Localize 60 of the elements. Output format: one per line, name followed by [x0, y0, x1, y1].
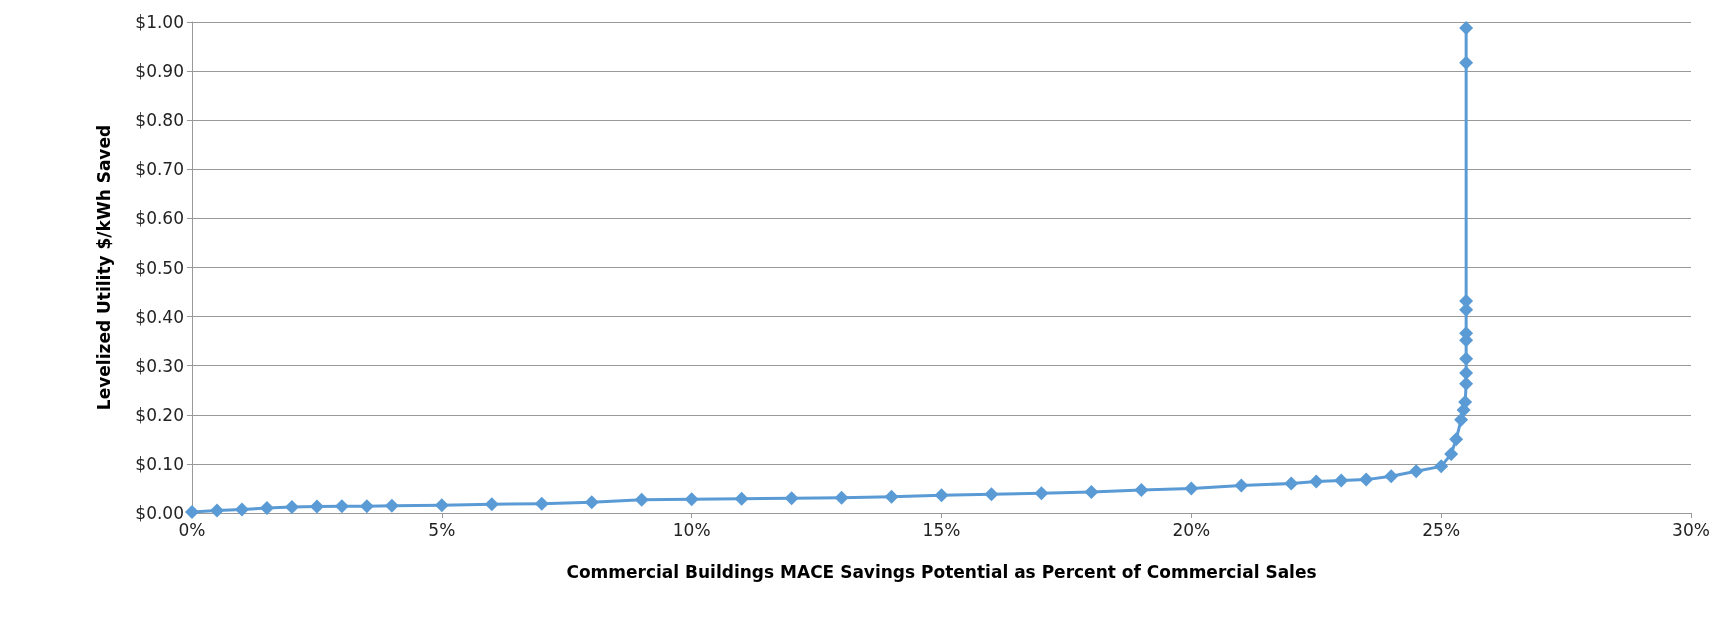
y-tick-label: $0.50 [135, 257, 184, 278]
point [884, 489, 899, 504]
y-tick-label: $0.90 [135, 61, 184, 82]
point [284, 500, 299, 515]
point [784, 491, 799, 506]
y-tick-label: $0.20 [135, 404, 184, 425]
y-axis-title: Levelized Utility $/kWh Saved [93, 124, 114, 411]
point [1384, 469, 1399, 484]
y-tick-label: $1.00 [135, 12, 184, 32]
point [484, 497, 499, 512]
point [584, 495, 599, 510]
x-tick-label: 30% [1672, 519, 1710, 540]
point [834, 490, 849, 505]
point [1454, 412, 1469, 427]
point [1184, 481, 1199, 496]
point [1459, 351, 1474, 366]
point [1459, 55, 1474, 70]
point [1434, 459, 1449, 474]
point [1459, 293, 1474, 308]
point [384, 498, 399, 513]
point [359, 499, 374, 514]
x-tick-label: 10% [672, 519, 711, 540]
point [734, 491, 749, 506]
point [684, 492, 699, 507]
point [1409, 464, 1424, 479]
x-tick-label: 5% [428, 519, 456, 540]
point [1084, 484, 1099, 499]
x-tick-label: 20% [1172, 519, 1211, 540]
point [1359, 472, 1374, 487]
point [1444, 447, 1459, 462]
point [1459, 376, 1474, 391]
point [1284, 476, 1299, 491]
point [1334, 473, 1349, 488]
point [185, 505, 199, 520]
point [1459, 20, 1474, 35]
point [1309, 474, 1324, 489]
point [309, 499, 324, 514]
point [534, 496, 549, 511]
point [334, 499, 349, 514]
point [234, 502, 249, 517]
y-tick-label: $0.80 [135, 110, 184, 131]
point [259, 501, 274, 516]
x-tick-label: 25% [1422, 519, 1461, 540]
point [984, 487, 999, 502]
y-tick-label: $0.40 [135, 306, 184, 327]
x-tick-label: 15% [922, 519, 961, 540]
point [1459, 366, 1474, 381]
point [1234, 478, 1249, 493]
point [434, 498, 449, 513]
point [1034, 486, 1049, 501]
point [634, 492, 649, 507]
point [1134, 482, 1149, 497]
point [934, 488, 949, 503]
y-tick-label: $0.30 [135, 355, 184, 376]
x-axis-title: Commercial Buildings MACE Savings Potential as Percent of Commercial Sales [566, 561, 1317, 582]
y-tick-label: $0.70 [135, 159, 184, 180]
point [209, 503, 224, 518]
y-tick-label: $0.10 [135, 453, 184, 474]
y-tick-label: $0.60 [135, 208, 184, 229]
point [1449, 432, 1464, 447]
